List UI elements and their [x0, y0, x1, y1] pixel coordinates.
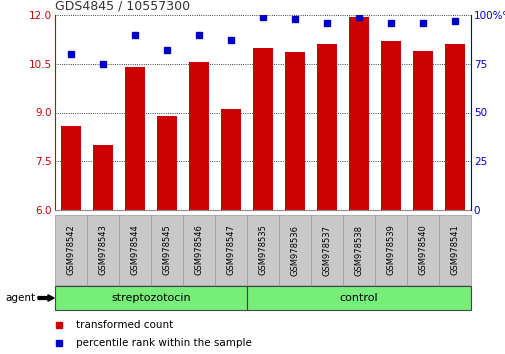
Text: agent: agent — [5, 293, 35, 303]
Bar — [342, 215, 374, 285]
Bar — [246, 286, 470, 310]
Text: GSM978541: GSM978541 — [449, 225, 459, 275]
Bar — [87, 215, 119, 285]
Bar — [125, 67, 144, 210]
Text: GDS4845 / 10557300: GDS4845 / 10557300 — [55, 0, 190, 12]
Bar — [413, 51, 432, 210]
Bar — [438, 215, 470, 285]
Text: streptozotocin: streptozotocin — [111, 293, 190, 303]
Bar — [349, 17, 368, 210]
Bar — [61, 126, 80, 210]
Text: GSM978542: GSM978542 — [66, 225, 75, 275]
Text: GSM978544: GSM978544 — [130, 225, 139, 275]
Bar — [317, 44, 336, 210]
Bar — [93, 145, 113, 210]
Bar — [278, 215, 311, 285]
Bar — [221, 109, 240, 210]
Bar — [157, 116, 176, 210]
Bar — [311, 215, 342, 285]
Bar — [381, 41, 400, 210]
Bar — [285, 52, 304, 210]
Bar — [55, 286, 246, 310]
Text: GSM978543: GSM978543 — [98, 224, 107, 275]
Text: GSM978537: GSM978537 — [322, 224, 331, 275]
Bar — [406, 215, 438, 285]
Text: GSM978545: GSM978545 — [162, 225, 171, 275]
Bar — [444, 44, 464, 210]
Text: percentile rank within the sample: percentile rank within the sample — [76, 338, 251, 348]
Bar — [183, 215, 215, 285]
Bar — [189, 62, 208, 210]
Bar — [150, 215, 183, 285]
Text: GSM978546: GSM978546 — [194, 224, 203, 275]
Bar — [119, 215, 150, 285]
Bar — [215, 215, 246, 285]
Text: control: control — [339, 293, 378, 303]
Text: GSM978547: GSM978547 — [226, 224, 235, 275]
Bar — [253, 47, 272, 210]
Text: GSM978539: GSM978539 — [386, 224, 395, 275]
Bar — [374, 215, 406, 285]
Bar — [55, 215, 87, 285]
Text: GSM978538: GSM978538 — [354, 224, 363, 275]
Bar — [246, 215, 278, 285]
Text: GSM978540: GSM978540 — [418, 225, 427, 275]
Text: transformed count: transformed count — [76, 320, 173, 330]
Text: GSM978535: GSM978535 — [258, 224, 267, 275]
Text: GSM978536: GSM978536 — [290, 224, 299, 275]
